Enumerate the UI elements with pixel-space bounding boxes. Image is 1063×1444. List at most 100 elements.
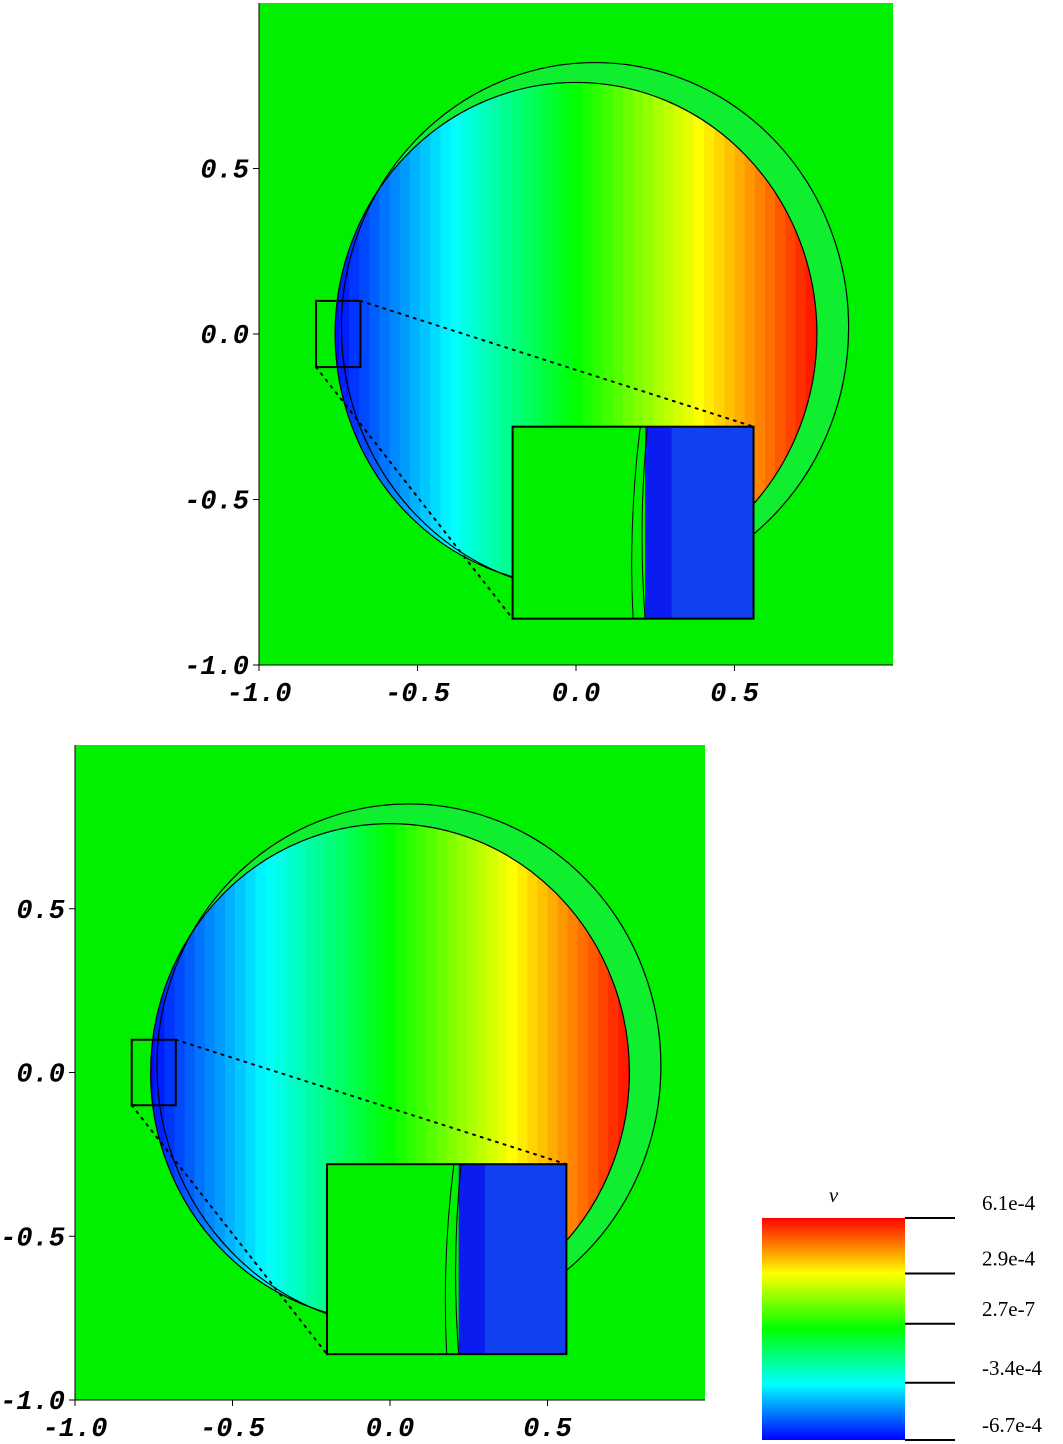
field-column: [164, 823, 175, 1322]
field-column: [315, 823, 327, 1322]
field-column: [628, 823, 630, 1322]
field-column: [633, 82, 644, 586]
field-column: [531, 82, 543, 586]
field-column: [224, 823, 236, 1322]
field-column: [612, 82, 624, 586]
field-column: [607, 823, 619, 1322]
field: [335, 82, 817, 586]
colorbar-tick-label: 6.1e-4: [982, 1191, 1036, 1215]
field-column: [355, 823, 367, 1322]
field-column: [275, 823, 286, 1322]
field-column: [541, 82, 553, 586]
colorbar-tick-label: 2.7e-7: [982, 1297, 1035, 1321]
field-column: [285, 823, 296, 1322]
field-column: [416, 823, 427, 1322]
field-column: [245, 823, 256, 1322]
field-column: [366, 823, 377, 1322]
field-column: [430, 82, 441, 586]
field-column: [325, 823, 337, 1322]
field-column: [204, 823, 216, 1322]
field-column: [592, 82, 603, 586]
field-column: [389, 82, 401, 586]
field-column: [683, 82, 695, 586]
x-tick-label: 0.0: [366, 1415, 415, 1444]
field-column: [537, 823, 548, 1322]
inset-frame: [326, 1163, 568, 1356]
field-column: [785, 82, 796, 586]
y-tick-label: 0.5: [200, 157, 249, 187]
inset-curve: [641, 426, 649, 619]
field-column: [456, 823, 468, 1322]
field-column: [501, 82, 512, 586]
field-column: [643, 82, 654, 586]
zoom-box: [130, 1038, 177, 1107]
field-column: [349, 82, 360, 586]
field-column: [497, 823, 508, 1322]
y-tick-label: 0.5: [16, 897, 65, 927]
field-column: [450, 82, 461, 586]
field-column: [265, 823, 276, 1322]
field-column: [154, 823, 165, 1322]
field-column: [305, 823, 316, 1322]
field-column: [805, 82, 816, 586]
field-column: [476, 823, 488, 1322]
field-column: [386, 823, 397, 1322]
colorbar-tick-label: -6.7e-4: [982, 1413, 1043, 1437]
field-column: [420, 82, 431, 586]
field-column: [345, 823, 357, 1322]
field-column: [663, 82, 674, 586]
field-column: [255, 823, 266, 1322]
zoom-box: [315, 299, 362, 369]
field-column: [582, 82, 593, 586]
field-column: [487, 823, 498, 1322]
y-tick-label: -1.0: [0, 1388, 65, 1418]
x-tick-label: 0.0: [552, 680, 601, 710]
field-column: [436, 823, 448, 1322]
field-column: [335, 82, 340, 586]
field: [150, 823, 630, 1322]
x-tick-label: 0.5: [523, 1415, 572, 1444]
field-column: [517, 823, 528, 1322]
field-column: [214, 823, 226, 1322]
y-tick-label: 0.0: [16, 1061, 65, 1091]
field-column: [460, 82, 472, 586]
field-column: [653, 82, 664, 586]
field-column: [426, 823, 437, 1322]
field-column: [507, 823, 518, 1322]
field-column: [618, 823, 629, 1322]
field-column: [511, 82, 522, 586]
field-column: [527, 823, 538, 1322]
field-column: [521, 82, 532, 586]
heatmap-panel: -1.0 -0.5 0.0 0.5 -1.0 -0.5 0.0 0.5: [0, 745, 705, 1444]
field-column: [150, 823, 155, 1322]
field-column: [369, 82, 380, 586]
x-tick-label: -1.0: [227, 680, 292, 710]
inset-curve: [631, 426, 641, 619]
field-column: [399, 82, 411, 586]
field-column: [376, 823, 387, 1322]
inset-frame: [511, 425, 755, 620]
field-column: [795, 82, 806, 586]
field-column: [295, 823, 306, 1322]
inset-blue: [485, 1164, 567, 1355]
field-column: [359, 82, 370, 586]
inset-blue: [671, 426, 754, 619]
x-tick-label: -0.5: [385, 680, 450, 710]
field-column: [714, 82, 725, 586]
field-column: [184, 823, 196, 1322]
inset-curve: [444, 1164, 455, 1355]
y-tick-label: -0.5: [184, 488, 249, 518]
field-column: [597, 823, 609, 1322]
field-column: [551, 82, 563, 586]
field-column: [815, 82, 817, 586]
y-tick-label: 0.0: [200, 322, 249, 352]
field-column: [396, 823, 407, 1322]
field-column: [562, 82, 573, 586]
field-column: [734, 82, 745, 586]
field-column: [754, 82, 766, 586]
field-column: [602, 82, 614, 586]
field-column: [622, 82, 634, 586]
field-column: [764, 82, 776, 586]
zoom-connector: [315, 366, 514, 620]
zoom-connector: [130, 1104, 328, 1356]
